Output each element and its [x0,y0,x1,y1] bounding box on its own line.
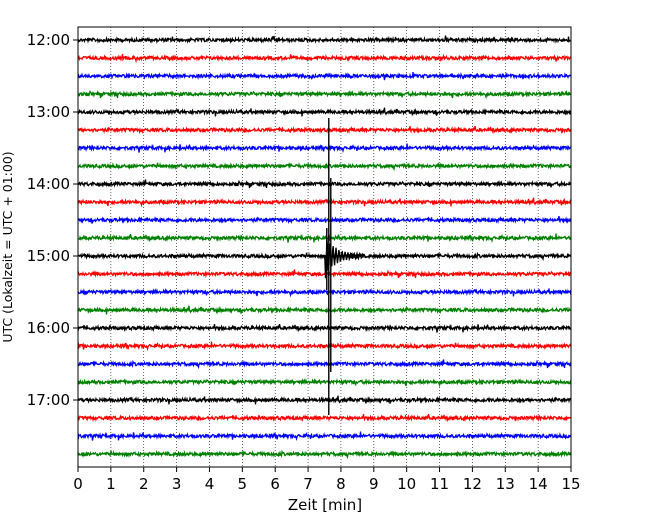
grid-lines [110,27,539,467]
x-tick-label: 13 [496,475,515,493]
plot-frame [77,26,572,468]
trace-line-1300 [77,107,572,117]
trace-line-1515 [77,269,572,279]
trace-line-1215 [77,53,572,64]
trace-line-1200 [77,35,572,44]
x-tick-label: 8 [336,475,346,493]
x-tick-label: 5 [238,475,248,493]
trace-line-1600 [77,323,572,333]
trace-line-1400 [77,179,572,189]
x-tick-label: 3 [172,475,182,493]
y-tick-label: 13:00 [27,103,70,121]
y-axis-label: UTC (Lokalzeit = UTC + 01:00) [0,151,15,342]
y-tick-label: 17:00 [27,391,70,409]
x-tick-label: 9 [369,475,379,493]
x-axis: 0 1 2 3 4 5 6 7 8 9 10 11 12 13 14 15 [73,467,581,493]
trace-line-1645 [77,377,572,388]
trace-line-1415 [77,197,572,208]
x-tick-label: 15 [561,475,580,493]
trace-line-1315 [77,125,572,135]
trace-line-1430 [77,215,572,225]
x-tick-label: 14 [529,475,548,493]
x-tick-label: 2 [139,475,149,493]
y-tick-label: 14:00 [27,175,70,193]
y-axis: 12:00 13:00 14:00 15:00 16:00 17:00 [27,31,78,409]
trace-line-1630 [77,359,572,370]
y-tick-label: 12:00 [27,31,70,49]
trace-line-1745 [77,449,572,460]
earthquake-event [324,118,364,415]
x-tick-label: 10 [397,475,416,493]
event-waveform [324,237,364,279]
trace-line-1730 [77,431,572,442]
trace-line-1230 [77,71,572,81]
x-tick-label: 12 [463,475,482,493]
x-tick-label: 0 [73,475,83,493]
trace-line-1715 [77,413,572,423]
trace-line-1615 [77,341,572,352]
x-tick-label: 6 [270,475,280,493]
trace-line-1545 [77,305,572,315]
trace-line-1245 [77,89,572,100]
x-tick-label: 4 [205,475,215,493]
trace-line-1530 [77,287,572,298]
x-tick-label: 11 [430,475,449,493]
trace-line-1345 [77,161,572,172]
trace-line-1445 [77,233,572,244]
trace-line-1330 [77,143,572,154]
x-axis-label: Zeit [min] [288,496,362,514]
x-tick-label: 1 [106,475,116,493]
x-tick-label: 7 [303,475,313,493]
y-tick-label: 15:00 [27,247,70,265]
trace-group [77,35,572,460]
trace-line-1700 [77,395,572,405]
y-tick-label: 16:00 [27,319,70,337]
